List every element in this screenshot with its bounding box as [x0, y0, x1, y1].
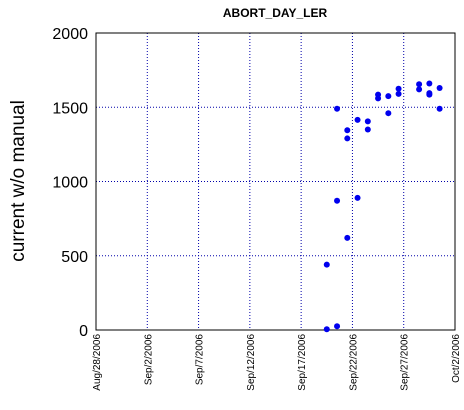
data-point — [416, 81, 423, 88]
chart-title: ABORT_DAY_LER — [223, 6, 328, 20]
x-tick-label: Sep/27/2006 — [400, 334, 411, 391]
data-point — [323, 261, 330, 268]
data-point — [344, 127, 351, 134]
data-point — [395, 85, 402, 92]
data-point — [416, 86, 423, 93]
data-point — [395, 90, 402, 97]
x-tick-label: Sep/12/2006 — [246, 334, 257, 391]
data-point — [436, 84, 443, 91]
grid-lines — [96, 33, 455, 330]
x-tick-label: Aug/28/2006 — [92, 334, 103, 391]
data-point — [334, 323, 341, 330]
y-axis-label: current w/o manual — [8, 100, 29, 262]
data-point — [364, 118, 371, 125]
plot-area — [95, 32, 456, 331]
data-point — [364, 126, 371, 133]
x-tick-label: Sep/17/2006 — [297, 334, 308, 391]
data-point — [344, 135, 351, 142]
data-point — [385, 110, 392, 117]
data-point — [385, 93, 392, 100]
y-tick-label: 500 — [61, 249, 88, 266]
data-point — [323, 326, 330, 333]
data-point — [354, 116, 361, 123]
x-tick-label: Sep/7/2006 — [195, 334, 206, 386]
y-tick-label: 1500 — [52, 100, 88, 117]
tick-labels: Aug/28/2006 Sep/2/2006 Sep/7/2006 Sep/12/20… — [52, 26, 462, 391]
x-tick-label: Sep/22/2006 — [348, 334, 359, 391]
y-tick-label: 0 — [79, 323, 88, 340]
x-tick-label: Sep/2/2006 — [143, 334, 154, 386]
data-point — [436, 105, 443, 112]
data-point — [334, 105, 341, 112]
data-points — [323, 80, 443, 333]
data-point — [426, 90, 433, 97]
data-point — [426, 80, 433, 87]
y-tick-label: 2000 — [52, 26, 88, 43]
data-point — [344, 234, 351, 241]
data-point — [354, 194, 361, 201]
x-tick-label: Oct/2/2006 — [451, 334, 462, 383]
data-point — [334, 197, 341, 204]
y-tick-label: 1000 — [52, 175, 88, 192]
data-point — [375, 91, 382, 98]
